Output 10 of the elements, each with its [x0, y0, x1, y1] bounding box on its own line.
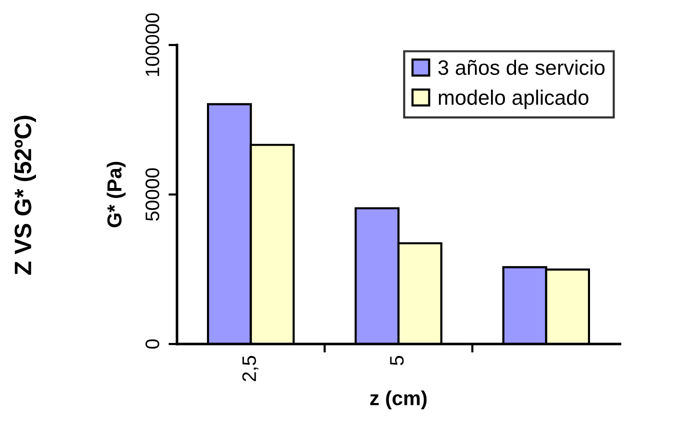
- x-tick-label: 5: [390, 356, 404, 366]
- legend-label: 3 años de servicio: [438, 60, 605, 75]
- y-tick-label: 0: [146, 339, 160, 349]
- y-tick-label: 100000: [146, 13, 160, 76]
- text: Z VS G* (52ºC): [14, 116, 36, 275]
- y-axis-title: G* (Pa): [106, 162, 126, 228]
- y-tick-label: 50000: [146, 168, 160, 221]
- x-axis-title: z (cm): [370, 390, 427, 410]
- x-tick-label: 2,5: [242, 356, 258, 382]
- legend-label: modelo aplicado: [438, 90, 588, 110]
